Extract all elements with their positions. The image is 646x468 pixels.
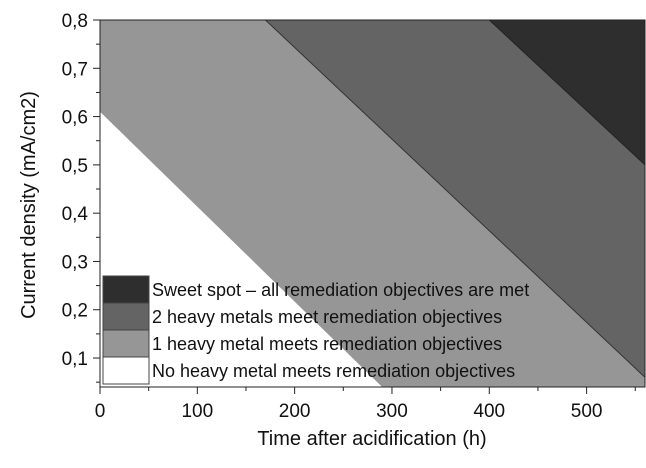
y-tick-label: 0,8 <box>62 11 88 32</box>
y-axis-title: Current density (mA/cm2) <box>18 91 40 319</box>
y-tick-label: 0,5 <box>62 156 88 177</box>
x-tick-label: 0 <box>95 401 106 422</box>
y-tick-label: 0,1 <box>62 349 88 370</box>
legend-swatch <box>102 329 150 358</box>
y-tick-label: 0,6 <box>62 108 88 129</box>
legend-swatch <box>102 275 150 304</box>
legend-label: 2 heavy metals meet remediation objectiv… <box>152 307 502 327</box>
legend-swatch <box>102 356 150 385</box>
region-two-metals <box>264 20 645 379</box>
axes-layer: 0 100 200 300 400 500 0,1 0,2 0,3 0,4 0,5 0,6 0,7 0,8 <box>62 11 636 422</box>
legend-label: No heavy metal meets remediation objecti… <box>152 361 515 381</box>
y-tick-label: 0,7 <box>62 59 88 80</box>
x-tick-label: 100 <box>181 401 213 422</box>
region-layer <box>100 20 645 387</box>
legend-label: Sweet spot – all remediation objectives … <box>152 280 529 300</box>
x-tick-label: 300 <box>376 401 408 422</box>
x-axis-title: Time after acidification (h) <box>257 428 486 450</box>
x-tick-label: 200 <box>279 401 311 422</box>
y-tick-label: 0,2 <box>62 301 88 322</box>
plot-frame <box>99 19 646 388</box>
legend-swatch <box>102 302 150 331</box>
legend-label: 1 heavy metal meets remediation objectiv… <box>152 334 502 354</box>
legend: Sweet spot – all remediation objectives … <box>102 275 529 385</box>
y-tick-label: 0,4 <box>62 204 89 225</box>
x-tick-label: 500 <box>571 401 603 422</box>
region-sweet-spot <box>488 20 645 166</box>
y-tick-label: 0,3 <box>62 252 88 273</box>
x-tick-label: 400 <box>473 401 505 422</box>
